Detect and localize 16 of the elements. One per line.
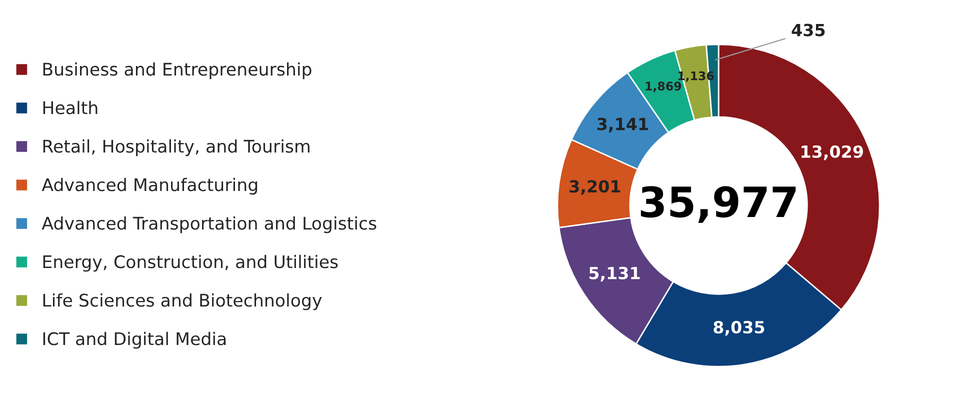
text: 35,977 xyxy=(640,186,796,223)
data-label: 8,035 xyxy=(714,320,764,336)
legend-label: Life Sciences and Biotechnology xyxy=(43,293,322,310)
legend-label: Advanced Manufacturing xyxy=(42,178,258,195)
legend-label: ICT and Digital Media xyxy=(43,332,226,349)
data-label: 1,869 xyxy=(646,82,682,92)
legend-label: Health xyxy=(43,100,98,114)
legend-label: Energy, Construction, and Utilities xyxy=(43,254,338,272)
data-label: 3,141 xyxy=(597,118,648,132)
data-label: 13,029 xyxy=(802,145,863,160)
data-label: 3,201 xyxy=(570,180,620,195)
data-label: 5,131 xyxy=(589,266,640,282)
data-label: 435 xyxy=(792,24,825,36)
legend-label: Business and Entrepreneurship xyxy=(43,62,312,80)
legend-label: Retail, Hospitality, and Tourism xyxy=(43,139,310,156)
legend-label: Advanced Transportation and Logistics xyxy=(42,216,376,234)
